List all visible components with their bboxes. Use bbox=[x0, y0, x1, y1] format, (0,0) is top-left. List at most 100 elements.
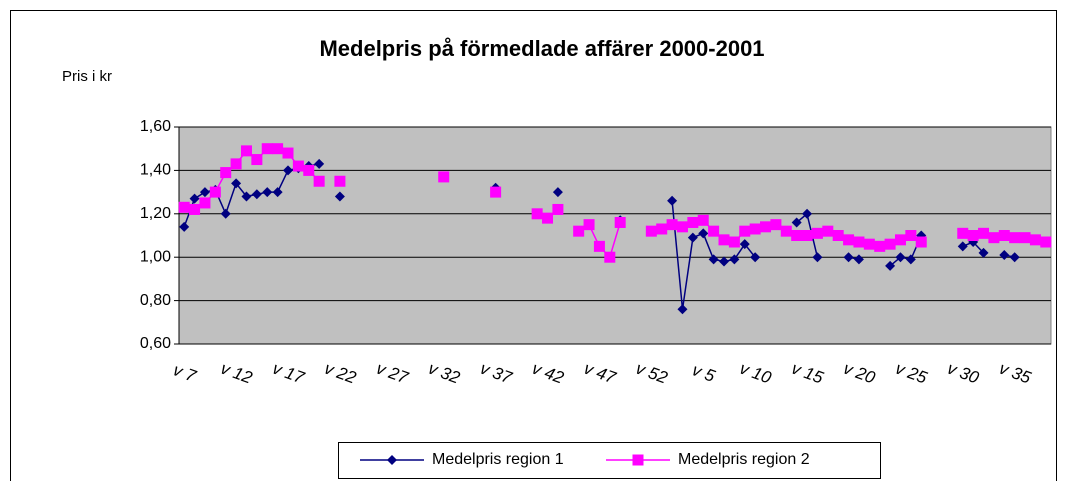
marker bbox=[573, 225, 585, 237]
marker bbox=[832, 230, 844, 241]
marker bbox=[791, 217, 802, 228]
marker bbox=[490, 186, 502, 198]
marker bbox=[189, 203, 201, 215]
marker bbox=[905, 254, 916, 265]
marker bbox=[801, 230, 813, 241]
marker bbox=[552, 203, 564, 215]
marker bbox=[272, 187, 283, 198]
marker bbox=[542, 212, 554, 224]
marker bbox=[718, 234, 730, 246]
marker bbox=[999, 250, 1010, 261]
marker bbox=[895, 252, 906, 263]
marker bbox=[967, 230, 979, 241]
marker bbox=[593, 240, 605, 252]
marker bbox=[251, 154, 263, 166]
marker bbox=[531, 208, 543, 220]
legend-label: Medelpris region 2 bbox=[678, 451, 810, 468]
marker bbox=[552, 187, 563, 198]
marker bbox=[241, 191, 252, 202]
marker bbox=[179, 221, 190, 232]
y-tick-label: 0,60 bbox=[140, 335, 171, 352]
marker bbox=[656, 223, 668, 235]
marker bbox=[666, 219, 678, 231]
marker bbox=[822, 225, 834, 237]
y-tick-label: 1,00 bbox=[140, 248, 171, 265]
marker bbox=[708, 254, 719, 265]
marker bbox=[905, 230, 917, 241]
marker bbox=[957, 241, 968, 252]
marker bbox=[697, 214, 709, 226]
marker bbox=[251, 189, 262, 200]
marker bbox=[728, 236, 740, 248]
marker bbox=[231, 178, 242, 189]
marker bbox=[885, 260, 896, 271]
y-tick-label: 1,40 bbox=[140, 162, 171, 179]
marker bbox=[687, 232, 698, 243]
marker bbox=[998, 230, 1010, 241]
marker bbox=[178, 201, 190, 213]
marker bbox=[313, 175, 325, 187]
marker bbox=[209, 186, 221, 198]
marker bbox=[199, 197, 211, 209]
y-axis-label: Pris i kr bbox=[62, 68, 112, 85]
y-tick-label: 1,20 bbox=[140, 205, 171, 222]
marker bbox=[220, 208, 231, 219]
marker bbox=[262, 187, 273, 198]
marker bbox=[708, 225, 720, 237]
marker bbox=[230, 158, 242, 170]
marker bbox=[583, 219, 595, 231]
marker bbox=[1019, 232, 1031, 244]
marker bbox=[632, 454, 644, 466]
marker bbox=[1009, 232, 1021, 244]
marker bbox=[978, 247, 989, 258]
marker bbox=[843, 252, 854, 263]
marker bbox=[739, 239, 750, 250]
marker bbox=[957, 227, 969, 239]
marker bbox=[770, 219, 782, 231]
marker bbox=[884, 238, 896, 250]
marker bbox=[1029, 234, 1041, 246]
y-tick-label: 1,60 bbox=[140, 118, 171, 135]
marker bbox=[894, 234, 906, 246]
marker bbox=[853, 254, 864, 265]
marker bbox=[698, 228, 709, 239]
marker bbox=[189, 193, 200, 204]
marker bbox=[802, 208, 813, 219]
marker bbox=[760, 221, 772, 233]
marker bbox=[282, 147, 294, 159]
marker bbox=[750, 252, 761, 263]
marker bbox=[687, 216, 699, 228]
marker bbox=[199, 187, 210, 198]
chart-title: Medelpris på förmedlade affärer 2000-200… bbox=[319, 36, 764, 61]
marker bbox=[387, 455, 397, 465]
marker bbox=[853, 236, 865, 248]
marker bbox=[261, 143, 273, 155]
legend-label: Medelpris region 1 bbox=[432, 451, 564, 468]
marker bbox=[303, 164, 315, 176]
marker bbox=[863, 238, 875, 250]
marker bbox=[272, 143, 284, 155]
y-tick-label: 0,80 bbox=[140, 292, 171, 309]
marker bbox=[438, 171, 450, 183]
marker bbox=[292, 160, 304, 172]
marker bbox=[676, 221, 688, 233]
marker bbox=[240, 145, 252, 157]
marker bbox=[667, 195, 678, 206]
marker bbox=[334, 191, 345, 202]
marker bbox=[988, 232, 1000, 244]
marker bbox=[739, 225, 751, 237]
marker bbox=[1040, 236, 1052, 248]
marker bbox=[677, 304, 688, 315]
marker bbox=[811, 227, 823, 239]
marker bbox=[604, 251, 616, 263]
marker bbox=[283, 165, 293, 176]
marker bbox=[874, 240, 886, 252]
marker bbox=[978, 227, 990, 239]
marker bbox=[334, 175, 346, 187]
marker bbox=[780, 225, 792, 237]
marker bbox=[1009, 252, 1020, 263]
marker bbox=[791, 230, 803, 241]
marker bbox=[843, 234, 855, 246]
marker bbox=[645, 225, 657, 237]
